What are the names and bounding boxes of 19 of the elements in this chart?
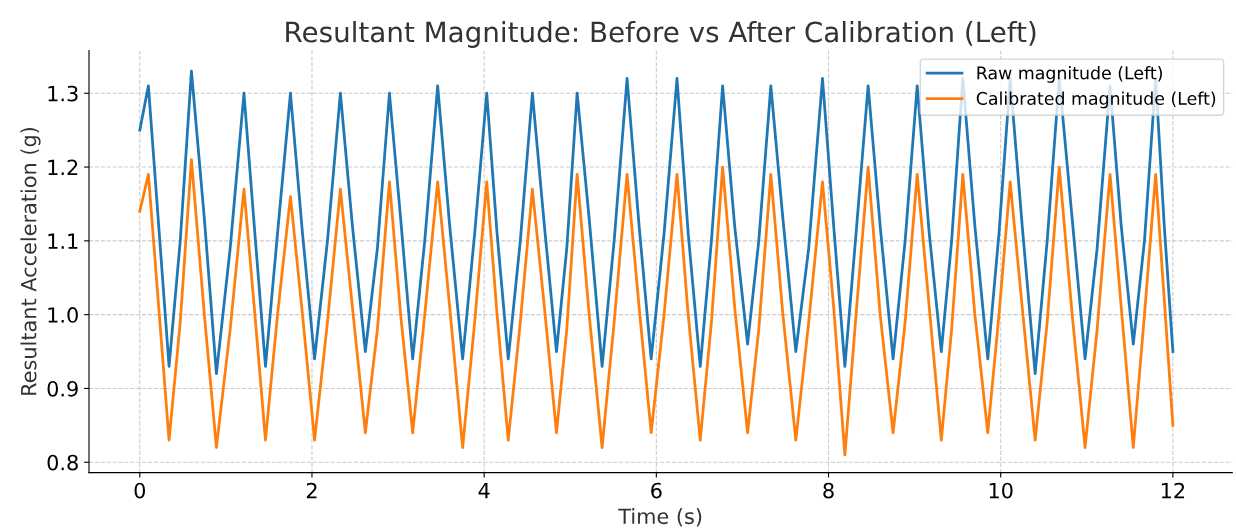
x-tick-label: 10 (989, 482, 1013, 499)
x-axis-title: Time (s) (618, 508, 702, 527)
x-tick-label: 0 (134, 482, 146, 499)
legend-label: Raw magnitude (Left) (977, 66, 1162, 83)
legend-label: Calibrated magnitude (Left) (976, 91, 1216, 109)
x-tick-label: 2 (306, 482, 317, 499)
x-tick-label: 12 (1161, 482, 1185, 499)
y-tick-label: 1.2 (48, 159, 78, 175)
chart-title: Resultant Magnitude: Before vs After Calibration (Left) (286, 21, 1036, 48)
x-tick-label: 8 (823, 482, 834, 499)
y-tick-label: 0.8 (47, 454, 78, 471)
x-tick-label: 4 (478, 482, 490, 499)
y-tick-label: 1.1 (48, 233, 78, 249)
line-series (138, 158, 1175, 457)
x-tick-label: 6 (651, 482, 662, 499)
y-tick-label: 1.0 (48, 307, 78, 323)
y-axis-title: Resultant Acceleration (g) (20, 127, 41, 395)
y-tick-label: 0.9 (47, 380, 78, 397)
y-tick-label: 1.3 (48, 85, 78, 102)
